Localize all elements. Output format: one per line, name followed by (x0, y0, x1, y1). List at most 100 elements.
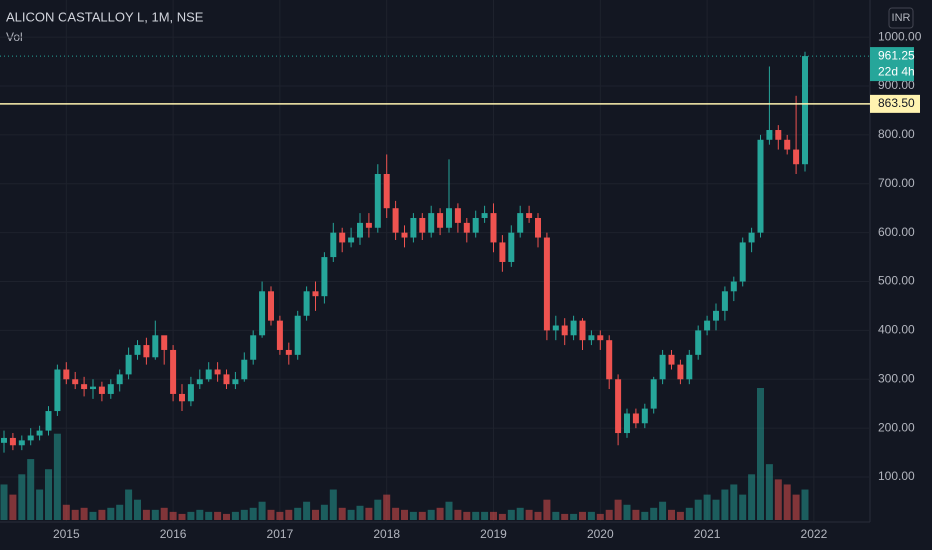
last-price-box (870, 47, 914, 82)
candle-body (72, 379, 79, 385)
candle-body (784, 139, 791, 150)
candle-body (9, 437, 16, 446)
candle-body (517, 213, 524, 233)
candle-body (339, 232, 346, 243)
volume-bar (187, 511, 195, 520)
y-tick-label: 100.00 (878, 469, 915, 483)
candle-body (481, 213, 488, 218)
volume-bar (703, 494, 711, 520)
candle-body (410, 217, 417, 238)
candle-body (659, 354, 666, 380)
volume-bar (498, 513, 506, 520)
volume-bar (472, 511, 480, 520)
candle-body (330, 232, 337, 258)
x-tick-label: 2016 (160, 527, 187, 541)
volume-bar (436, 507, 444, 520)
volume-bar (71, 509, 79, 520)
candle-body (170, 349, 177, 394)
volume-bar (392, 507, 400, 520)
volume-bar (641, 511, 649, 520)
volume-bar (632, 509, 640, 520)
volume-bar (98, 509, 106, 520)
candle-body (285, 349, 292, 355)
volume-bar (196, 509, 204, 520)
candle-body (392, 208, 399, 233)
volume-bar (249, 507, 257, 520)
volume-bar (463, 511, 471, 520)
volume-bar (347, 509, 355, 520)
candle-body (490, 213, 497, 243)
candle-body (437, 213, 444, 228)
candle-body (802, 56, 808, 165)
volume-bar (312, 509, 319, 520)
volume-bar (401, 509, 408, 520)
volume-bar (303, 501, 311, 520)
volume-bar (792, 494, 800, 520)
volume-bar (668, 509, 675, 520)
candle-body (508, 232, 515, 262)
volume-bar (374, 499, 382, 520)
volume-bar (783, 484, 791, 520)
currency-box[interactable] (888, 7, 914, 29)
volume-bar (62, 504, 70, 520)
volume-bar (383, 494, 391, 520)
candle-body (739, 242, 746, 282)
candle-body (730, 281, 737, 292)
candle-body (259, 291, 266, 336)
x-tick-label: 2022 (801, 527, 828, 541)
candle-body (561, 325, 568, 336)
candle-body (641, 408, 648, 424)
volume-bar (285, 509, 293, 520)
x-tick-label: 2020 (587, 527, 614, 541)
volume-bar (525, 509, 533, 520)
candle-body (775, 130, 782, 140)
volume-bar (614, 499, 622, 520)
currency[interactable]: INR (892, 12, 911, 24)
hline-label: 863.50 (878, 96, 915, 110)
candle-body (63, 369, 70, 380)
candle-body (597, 335, 604, 341)
volume-bar (427, 509, 435, 520)
volume-bar (579, 511, 586, 520)
volume-bar (276, 511, 284, 520)
candle-body (161, 335, 168, 350)
volume-bar (89, 511, 97, 520)
candle-body (632, 413, 639, 424)
candle-body (552, 325, 559, 331)
volume-bar (116, 504, 124, 520)
volume-bar (765, 464, 773, 520)
candle-body (748, 232, 755, 243)
volume-bar (721, 489, 729, 520)
candle-body (143, 345, 150, 358)
candle-body (374, 174, 381, 228)
volume-bar (107, 507, 115, 520)
y-tick-label: 700.00 (878, 176, 915, 190)
candle-body (98, 386, 105, 394)
volume-bar (712, 499, 720, 520)
volume-bar (9, 494, 17, 520)
volume-bar (27, 459, 35, 520)
y-tick-label: 400.00 (878, 323, 915, 337)
y-tick-label: 200.00 (878, 420, 915, 434)
candle-body (615, 379, 622, 434)
volume-bar (365, 507, 373, 520)
candle-body (686, 354, 693, 380)
candle-body (241, 359, 248, 380)
volume-bar (650, 507, 658, 520)
candle-body (18, 440, 25, 446)
volume-bar (409, 511, 417, 520)
volume-bar (223, 513, 230, 520)
candle-body (463, 222, 470, 233)
volume-bar (730, 484, 738, 520)
candle-body (677, 364, 684, 380)
candle-body (419, 217, 426, 233)
candle-body (606, 340, 613, 380)
candle-body (365, 222, 372, 228)
y-tick-label: 600.00 (878, 225, 915, 239)
chart-title: ALICON CASTALLOY L, 1M, NSE (6, 9, 204, 24)
candle-body (187, 384, 194, 402)
volume-bar (142, 509, 150, 520)
x-tick-label: 2019 (480, 527, 507, 541)
candle-body (36, 430, 43, 436)
